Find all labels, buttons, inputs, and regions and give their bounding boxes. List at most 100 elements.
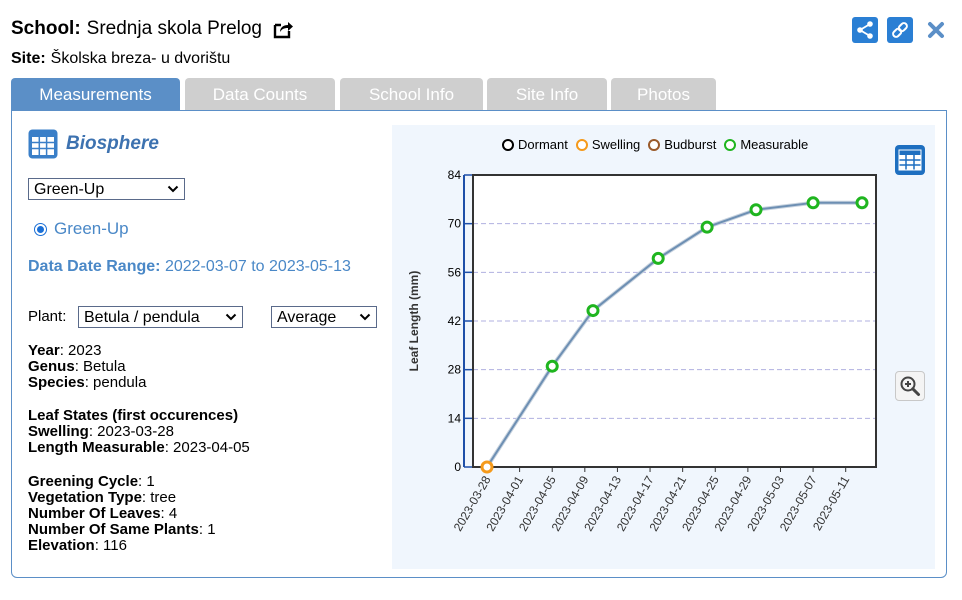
y-axis-label: Leaf Length (mm) bbox=[407, 271, 421, 372]
green-up-radio[interactable]: Green-Up bbox=[34, 219, 129, 239]
chevron-down-icon bbox=[359, 313, 371, 321]
legend-label: Measurable bbox=[740, 137, 809, 152]
legend-marker bbox=[648, 138, 661, 151]
legend-marker bbox=[575, 138, 588, 151]
genus-row: Genus: Betula bbox=[28, 359, 146, 375]
legend-item-measurable[interactable]: Measurable bbox=[724, 137, 808, 152]
legend-item-dormant[interactable]: Dormant bbox=[502, 137, 568, 152]
data-table-button[interactable] bbox=[895, 145, 925, 175]
cycle-value: : 1 bbox=[138, 473, 155, 490]
leaves-value: : 4 bbox=[160, 505, 178, 522]
school-name: Srednja skola Prelog bbox=[86, 18, 262, 39]
radio-label: Green-Up bbox=[54, 219, 129, 238]
data-point bbox=[855, 196, 869, 210]
veg-row: Vegetation Type: tree bbox=[28, 490, 216, 506]
same-row: Number Of Same Plants: 1 bbox=[28, 522, 216, 538]
plant-info: Year: 2023 Genus: Betula Species: pendul… bbox=[28, 343, 146, 391]
table-icon bbox=[28, 129, 58, 159]
data-point bbox=[651, 251, 665, 265]
statistic-select[interactable]: Average bbox=[271, 306, 377, 328]
legend-marker bbox=[724, 138, 737, 151]
chart-legend: Dormant Swelling Budburst Measurable bbox=[502, 137, 816, 152]
species-row: Species: pendula bbox=[28, 375, 146, 391]
left-pane: Biosphere Green-Up Green-Up Data Date Ra… bbox=[28, 111, 398, 577]
veg-label: Vegetation Type bbox=[28, 489, 142, 506]
copy-link-button[interactable] bbox=[887, 17, 913, 43]
link-icon bbox=[892, 22, 908, 38]
series-line bbox=[486, 201, 862, 468]
tab-measurements[interactable]: Measurements bbox=[11, 78, 180, 111]
y-tick-label: 56 bbox=[448, 265, 462, 279]
tab-data-counts[interactable]: Data Counts bbox=[185, 78, 335, 111]
y-tick-label: 84 bbox=[448, 168, 462, 182]
school-title: School: Srednja skola Prelog bbox=[11, 18, 294, 40]
genus-value: : Betula bbox=[74, 358, 126, 375]
chevron-down-icon bbox=[167, 185, 179, 193]
leaf-states-heading: Leaf States (first occurences) bbox=[28, 407, 239, 424]
range-label: Data Date Range: bbox=[28, 258, 161, 275]
legend-label: Swelling bbox=[591, 137, 641, 152]
year-row: Year: 2023 bbox=[28, 343, 146, 359]
tab-school-info[interactable]: School Info bbox=[340, 78, 483, 111]
data-date-range: Data Date Range: 2022-03-07 to 2023-05-1… bbox=[28, 258, 351, 276]
swelling-row: Swelling: 2023-03-28 bbox=[28, 424, 250, 440]
site-title: Site: Školska breza- u dvorištu bbox=[11, 50, 230, 68]
biosphere-header: Biosphere bbox=[28, 129, 159, 159]
share-button[interactable] bbox=[852, 17, 878, 43]
data-point bbox=[480, 460, 494, 474]
data-point bbox=[749, 203, 763, 217]
year-label: Year bbox=[28, 342, 60, 359]
measurements-panel: Biosphere Green-Up Green-Up Data Date Ra… bbox=[11, 110, 947, 578]
y-tick-label: 42 bbox=[448, 314, 462, 328]
site-details: Greening Cycle: 1 Vegetation Type: tree … bbox=[28, 474, 216, 554]
length-label: Length Measurable bbox=[28, 439, 165, 456]
y-tick-label: 0 bbox=[454, 460, 461, 474]
protocol-select[interactable]: Green-Up bbox=[28, 178, 185, 200]
radio-button[interactable] bbox=[34, 222, 47, 236]
year-value: : 2023 bbox=[59, 342, 102, 359]
cycle-row: Greening Cycle: 1 bbox=[28, 474, 216, 490]
data-point bbox=[806, 196, 820, 210]
veg-value: : tree bbox=[141, 489, 177, 506]
site-name: Školska breza- u dvorištu bbox=[50, 50, 231, 67]
y-tick-label: 14 bbox=[448, 411, 462, 425]
close-icon bbox=[928, 22, 944, 38]
swelling-label: Swelling bbox=[28, 423, 89, 440]
range-value: 2022-03-07 to 2023-05-13 bbox=[164, 258, 351, 275]
section-title: Biosphere bbox=[66, 133, 159, 154]
zoom-in-icon bbox=[900, 376, 920, 396]
tab-site-info[interactable]: Site Info bbox=[487, 78, 607, 111]
table-icon bbox=[898, 149, 922, 171]
plant-select-value: Betula / pendula bbox=[84, 309, 200, 326]
plant-select[interactable]: Betula / pendula bbox=[78, 306, 243, 328]
legend-item-budburst[interactable]: Budburst bbox=[648, 137, 716, 152]
chart-container: Dormant Swelling Budburst Measurable 0 14… bbox=[392, 125, 935, 569]
statistic-select-value: Average bbox=[277, 309, 337, 326]
length-row: Length Measurable: 2023-04-05 bbox=[28, 440, 250, 456]
protocol-select-value: Green-Up bbox=[34, 181, 105, 198]
legend-item-swelling[interactable]: Swelling bbox=[575, 137, 641, 152]
elev-label: Elevation bbox=[28, 537, 95, 554]
leaves-label: Number Of Leaves bbox=[28, 505, 161, 522]
elev-value: : 116 bbox=[94, 537, 127, 554]
zoom-button[interactable] bbox=[895, 371, 925, 401]
share-icon bbox=[857, 21, 873, 39]
legend-label: Dormant bbox=[518, 137, 568, 152]
y-tick-label: 70 bbox=[448, 217, 462, 231]
chevron-down-icon bbox=[225, 313, 237, 321]
site-label: Site: bbox=[11, 50, 46, 67]
plant-label: Plant: bbox=[28, 308, 67, 325]
plot-frame bbox=[472, 174, 877, 468]
y-tick-label: 28 bbox=[448, 363, 462, 377]
length-value: : 2023-04-05 bbox=[164, 439, 250, 456]
swelling-value: : 2023-03-28 bbox=[88, 423, 174, 440]
external-link-icon[interactable] bbox=[272, 19, 294, 39]
genus-label: Genus bbox=[28, 358, 75, 375]
tab-photos[interactable]: Photos bbox=[611, 78, 716, 111]
data-point bbox=[545, 359, 559, 373]
species-label: Species bbox=[28, 374, 85, 391]
close-button[interactable] bbox=[923, 17, 949, 43]
species-value: : pendula bbox=[84, 374, 147, 391]
cycle-label: Greening Cycle bbox=[28, 473, 139, 490]
